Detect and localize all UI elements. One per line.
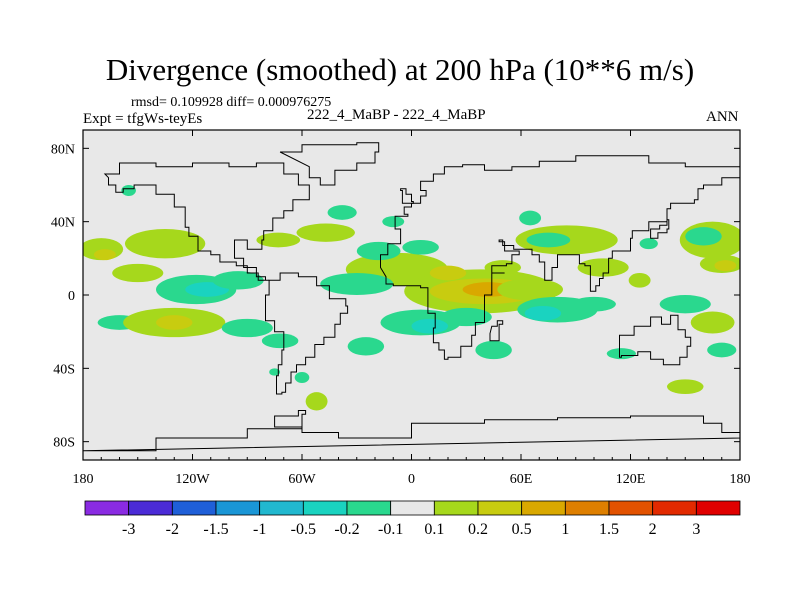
colorbar-swatch — [695, 500, 741, 516]
anomaly-patch-49 — [305, 392, 328, 411]
outline-japan — [650, 219, 670, 239]
anomaly-patch-20 — [402, 240, 439, 255]
anomaly-patch-41 — [685, 227, 722, 246]
anomaly-patch-25 — [497, 278, 563, 301]
outline-north-america — [103, 162, 310, 281]
outline-south-america — [265, 272, 349, 395]
y-tick-label: 80S — [53, 436, 75, 451]
anomaly-patch-46 — [707, 342, 737, 358]
anomaly-patch-47 — [667, 379, 704, 394]
anomaly-patch-37 — [519, 210, 542, 226]
x-tick-label: 60W — [288, 472, 316, 487]
outline-antarctica — [83, 410, 740, 452]
colorbar-swatch — [564, 500, 610, 516]
colorbar-swatch — [390, 500, 435, 516]
y-tick-label: 0 — [68, 289, 75, 304]
anomaly-patch-11 — [261, 333, 299, 349]
x-tick-label: 60E — [510, 472, 533, 487]
experiment-label: Expt = tfgWs-teyEs — [83, 111, 203, 127]
anomaly-patch-48 — [606, 348, 636, 360]
x-tick-label: 120E — [616, 472, 646, 487]
anomaly-patch-34 — [572, 296, 616, 312]
colorbar-swatch — [346, 500, 392, 516]
colorbar-label: 0.2 — [468, 521, 488, 538]
colorbar-label: -1 — [253, 521, 266, 538]
anomaly-patch-14 — [296, 223, 355, 242]
anomaly-patch-36 — [526, 232, 571, 248]
outline-madagascar — [489, 320, 504, 342]
outline-greenland — [279, 142, 380, 186]
colorbar-label: -0.2 — [334, 521, 359, 538]
anomaly-patch-43 — [714, 260, 737, 272]
colorbar-swatch — [477, 500, 523, 516]
case-label: 222_4_MaBP - 222_4_MaBP — [307, 107, 486, 123]
colorbar-swatch — [521, 500, 566, 516]
colorbar-label: 0.1 — [424, 521, 444, 538]
colorbar-swatch — [608, 500, 654, 516]
anomaly-patch-39 — [628, 273, 651, 288]
season-label: ANN — [706, 109, 739, 125]
colorbar-label: 1 — [561, 521, 569, 538]
chart-title: Divergence (smoothed) at 200 hPa (10**6 … — [105, 52, 695, 87]
anomaly-contours — [83, 185, 740, 411]
anomaly-patch-30 — [440, 307, 492, 327]
anomaly-patch-13 — [256, 232, 301, 248]
colorbar-label: 3 — [692, 521, 700, 538]
anomaly-patch-2 — [124, 229, 206, 259]
colorbar-label: -3 — [122, 521, 135, 538]
anomaly-patch-12 — [121, 185, 136, 196]
colorbar-swatch — [128, 500, 173, 516]
colorbar-swatch — [652, 500, 697, 516]
colorbar-label: -1.5 — [203, 521, 228, 538]
anomaly-patch-52 — [639, 238, 658, 250]
stats-line: rmsd= 0.109928 diff= 0.000976275 — [131, 95, 332, 110]
anomaly-patch-9 — [156, 315, 193, 330]
x-tick-label: 180 — [730, 472, 751, 487]
anomaly-patch-10 — [221, 318, 273, 338]
colorbar-swatch — [302, 500, 348, 516]
y-tick-label: 40S — [53, 362, 75, 377]
colorbar: -3 -2 -1.5 -1 -0.5 -0.2 -0.1 0.1 0.2 0.5 1 1.5 2 3 — [84, 500, 741, 538]
y-axis: 80N 40N 0 40S 80S — [51, 142, 740, 451]
anomaly-patch-1 — [93, 249, 116, 261]
colorbar-label: 0.5 — [512, 521, 532, 538]
outline-australia — [619, 314, 692, 366]
anomaly-patch-3 — [112, 263, 164, 283]
x-axis: 180 120W 60W 0 60E 120E 180 — [73, 130, 751, 487]
anomaly-patch-18 — [320, 273, 394, 295]
colorbar-label: 2 — [649, 521, 657, 538]
x-tick-label: 0 — [408, 472, 415, 487]
colorbar-swatch — [84, 500, 130, 516]
colorbar-swatch — [171, 500, 217, 516]
x-tick-label: 180 — [73, 472, 94, 487]
anomaly-patch-24 — [429, 265, 467, 281]
anomaly-patch-16 — [382, 216, 405, 228]
outline-great-britain — [400, 188, 414, 204]
anomaly-patch-45 — [690, 311, 735, 334]
colorbar-label: -0.1 — [378, 521, 403, 538]
anomaly-patch-50 — [294, 372, 310, 383]
anomaly-patch-19 — [356, 241, 401, 261]
anomaly-patch-51 — [269, 368, 281, 376]
anomaly-patch-31 — [475, 340, 512, 360]
anomaly-patch-44 — [659, 295, 711, 314]
continent-outlines — [83, 142, 740, 452]
colorbar-label: -2 — [166, 521, 179, 538]
colorbar-swatch — [433, 500, 479, 516]
anomaly-patch-33 — [524, 306, 562, 321]
colorbar-label: 1.5 — [599, 521, 619, 538]
anomaly-patch-28 — [411, 318, 448, 334]
anomaly-patch-6 — [212, 271, 264, 290]
colorbar-swatch — [259, 500, 304, 516]
outline-africa-eurasia — [380, 155, 740, 360]
colorbar-swatch — [215, 500, 261, 516]
anomaly-patch-29 — [347, 337, 385, 356]
x-tick-label: 120W — [175, 472, 210, 487]
y-tick-label: 80N — [51, 142, 75, 157]
colorbar-label: -0.5 — [291, 521, 316, 538]
anomaly-patch-15 — [327, 205, 357, 220]
y-tick-label: 40N — [51, 216, 75, 231]
